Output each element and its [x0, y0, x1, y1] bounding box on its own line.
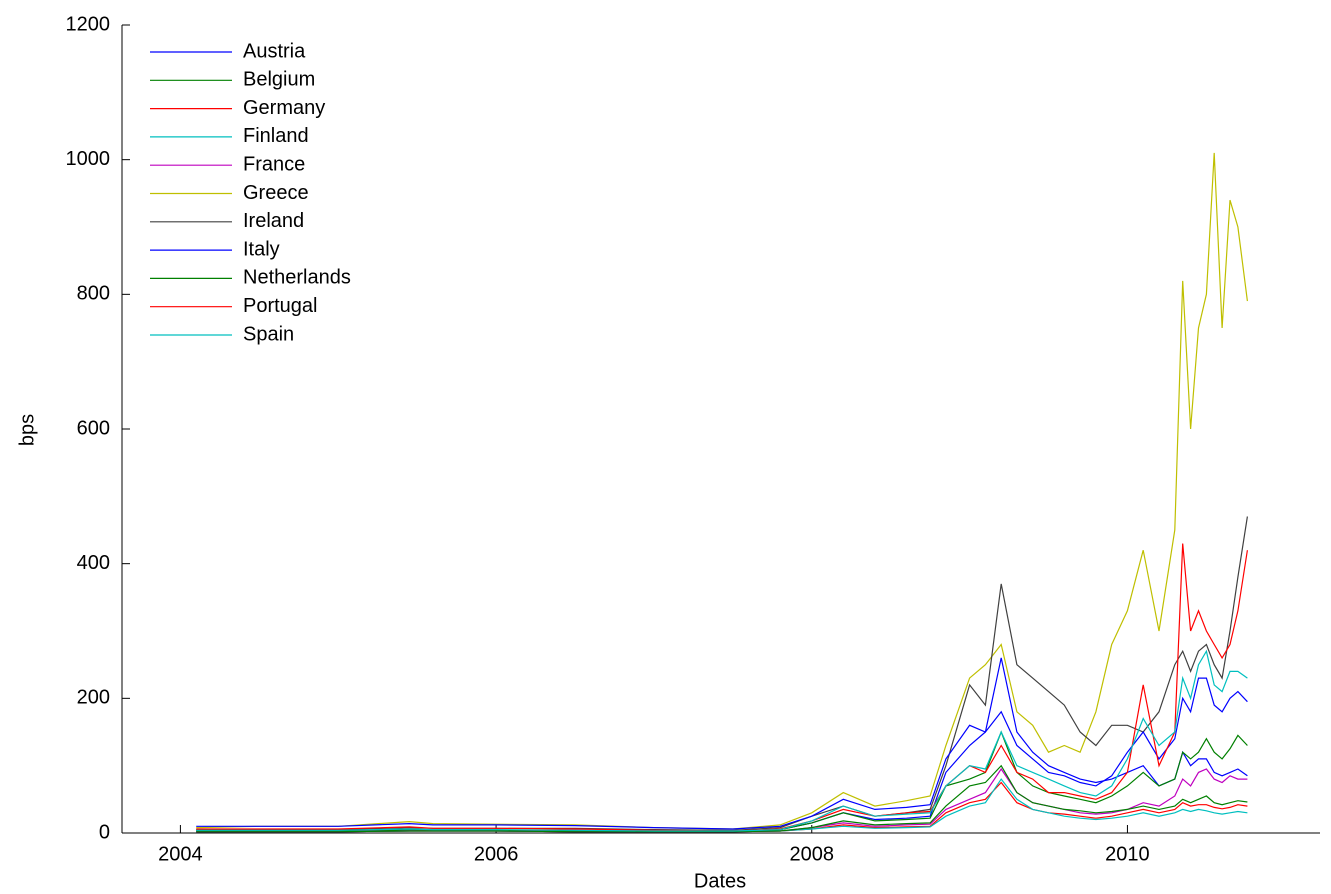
- y-tick-label: 600: [77, 417, 110, 439]
- legend-label: Finland: [243, 125, 309, 147]
- series-line: [196, 677, 1248, 830]
- series-line: [196, 152, 1248, 830]
- series-line: [196, 730, 1248, 833]
- legend-label: Italy: [243, 238, 280, 260]
- series-line: [196, 516, 1248, 831]
- legend-label: Portugal: [243, 295, 318, 317]
- x-tick-label: 2008: [790, 843, 835, 865]
- legend-label: Ireland: [243, 210, 304, 232]
- x-tick-label: 2010: [1105, 843, 1150, 865]
- legend-label: Belgium: [243, 69, 315, 91]
- x-tick-label: 2004: [158, 843, 203, 865]
- legend-label: Germany: [243, 97, 325, 119]
- x-tick-label: 2006: [474, 843, 519, 865]
- y-tick-label: 800: [77, 283, 110, 305]
- series-line: [196, 781, 1248, 833]
- series-line: [196, 649, 1248, 832]
- y-tick-label: 0: [99, 821, 110, 843]
- y-tick-label: 200: [77, 687, 110, 709]
- y-tick-label: 1000: [66, 148, 111, 170]
- legend-label: Austria: [243, 40, 306, 62]
- x-axis-label: Dates: [694, 870, 746, 892]
- series-line: [196, 767, 1248, 833]
- series-line: [196, 778, 1248, 833]
- y-tick-label: 1200: [66, 13, 111, 35]
- series-line: [196, 543, 1248, 832]
- legend-label: Spain: [243, 323, 294, 345]
- legend-label: France: [243, 153, 305, 175]
- legend-label: Greece: [243, 182, 309, 204]
- series-line: [196, 764, 1248, 833]
- series-line: [196, 657, 1248, 833]
- y-axis-label: bps: [16, 414, 38, 446]
- legend-label: Netherlands: [243, 267, 351, 289]
- y-tick-label: 400: [77, 552, 110, 574]
